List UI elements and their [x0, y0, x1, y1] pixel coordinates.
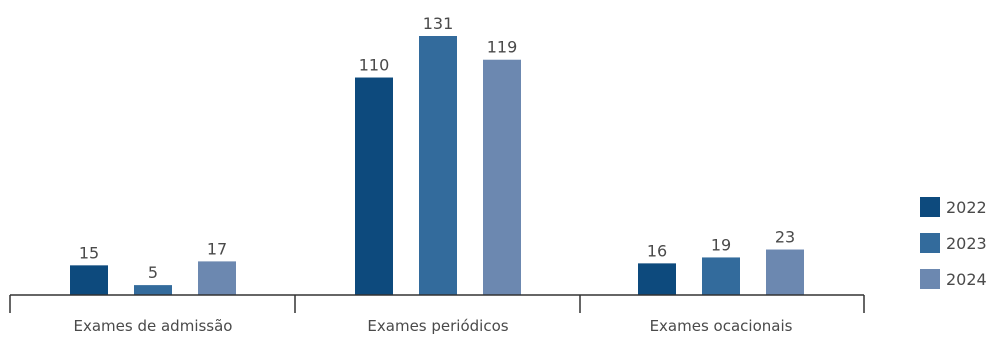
legend-swatch	[920, 233, 940, 253]
value-label: 110	[359, 56, 390, 75]
bar-2024-0	[198, 261, 236, 295]
bar-2024-1	[483, 59, 521, 295]
legend-label: 2023	[946, 233, 987, 253]
bar-2023-0	[134, 285, 172, 295]
value-label: 131	[423, 14, 454, 33]
bar-2024-2	[766, 249, 804, 295]
category-labels-group: Exames de admissão Exames periódicos Exame…	[74, 317, 793, 335]
legend-item-2024: 2024	[920, 268, 987, 290]
legend: 2022 2023 2024	[920, 196, 987, 304]
category-label: Exames periódicos	[367, 317, 508, 335]
bar-2022-1	[355, 77, 393, 296]
value-label: 16	[647, 241, 667, 260]
bars-group	[70, 36, 804, 296]
legend-swatch	[920, 197, 940, 217]
bar-2023-1	[419, 36, 457, 295]
value-label: 119	[487, 38, 518, 57]
value-label: 5	[148, 263, 158, 282]
bar-2022-0	[70, 265, 108, 295]
legend-label: 2024	[946, 269, 987, 289]
value-label: 17	[207, 239, 227, 258]
bar-2023-2	[702, 257, 740, 295]
value-labels-group: 15 5 17 110 131 119 16 19 23	[79, 14, 795, 282]
legend-item-2022: 2022	[920, 196, 987, 218]
value-label: 23	[775, 228, 795, 247]
legend-item-2023: 2023	[920, 232, 987, 254]
value-label: 15	[79, 243, 99, 262]
category-label: Exames de admissão	[74, 317, 233, 335]
x-axis	[9, 294, 865, 313]
bar-2022-2	[638, 263, 676, 295]
category-label: Exames ocacionais	[650, 317, 793, 335]
legend-swatch	[920, 269, 940, 289]
legend-label: 2022	[946, 197, 987, 217]
value-label: 19	[711, 235, 731, 254]
